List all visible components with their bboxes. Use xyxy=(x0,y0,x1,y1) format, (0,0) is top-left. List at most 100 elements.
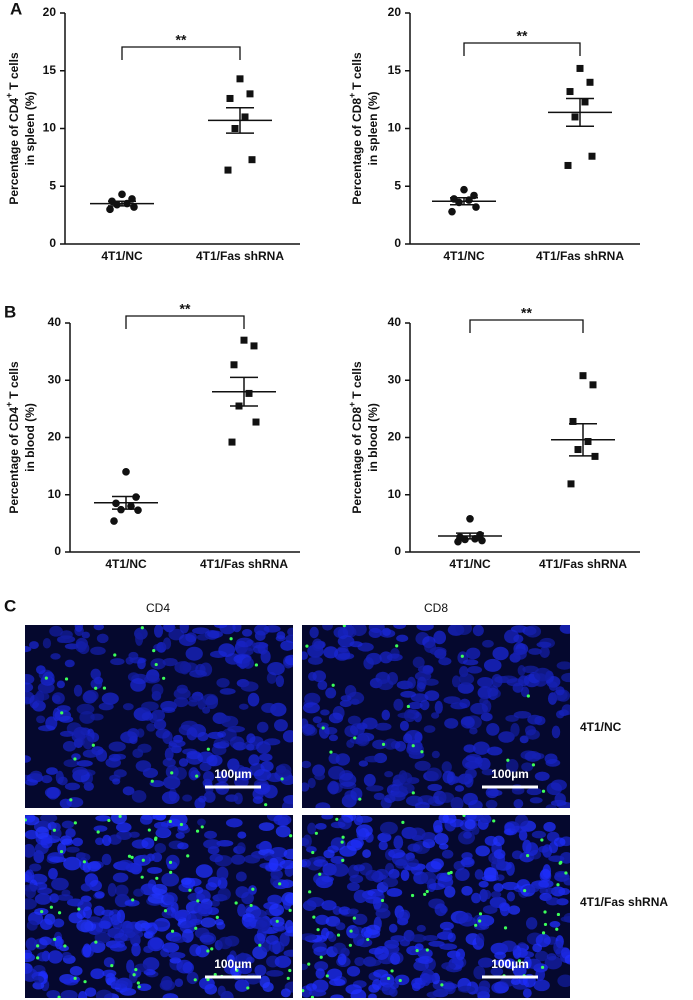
nucleus xyxy=(396,911,409,924)
green-cell xyxy=(366,937,370,942)
data-point xyxy=(236,75,244,83)
nucleus xyxy=(248,754,260,766)
nucleus xyxy=(237,903,246,917)
x-tick-label: 4T1/NC xyxy=(101,249,143,263)
green-cell xyxy=(310,995,315,998)
significance-bracket xyxy=(469,319,584,333)
nucleus xyxy=(493,959,511,967)
nucleus xyxy=(219,740,230,748)
nucleus xyxy=(414,671,432,681)
nucleus xyxy=(284,919,293,934)
green-cell xyxy=(94,940,98,944)
green-cell xyxy=(57,911,62,915)
nucleus xyxy=(178,758,189,767)
green-cell xyxy=(305,644,309,648)
green-cell xyxy=(154,837,158,841)
data-point xyxy=(248,156,256,164)
green-cell xyxy=(331,683,335,687)
nucleus xyxy=(321,876,334,883)
nucleus xyxy=(75,737,85,746)
nucleus xyxy=(363,959,382,967)
nucleus xyxy=(283,949,293,957)
nucleus xyxy=(362,849,372,858)
nucleus xyxy=(76,760,93,767)
nucleus xyxy=(151,683,164,697)
nucleus xyxy=(170,936,187,943)
green-cell xyxy=(113,653,117,657)
significance-bracket xyxy=(121,46,241,60)
nucleus xyxy=(407,858,419,867)
nucleus xyxy=(94,931,111,944)
nucleus xyxy=(25,874,30,883)
nucleus xyxy=(69,966,83,976)
nucleus xyxy=(214,625,228,629)
nucleus xyxy=(434,903,447,917)
nucleus xyxy=(82,906,93,919)
nucleus xyxy=(309,626,319,639)
nucleus xyxy=(557,974,570,988)
nucleus xyxy=(199,934,215,943)
data-point xyxy=(241,113,249,121)
nucleus xyxy=(466,647,481,660)
nucleus xyxy=(113,753,126,760)
nucleus xyxy=(439,943,458,951)
y-label-sup: + xyxy=(347,93,357,98)
nucleus xyxy=(455,625,473,635)
green-cell xyxy=(286,976,290,980)
nucleus xyxy=(424,641,437,653)
green-cell xyxy=(278,882,282,886)
nucleus xyxy=(458,673,475,685)
nucleus xyxy=(483,889,492,900)
nucleus xyxy=(546,897,560,906)
nucleus xyxy=(337,635,355,648)
nucleus xyxy=(141,712,154,721)
nucleus xyxy=(170,911,188,920)
nucleus xyxy=(404,729,423,744)
nucleus xyxy=(115,940,126,948)
nucleus xyxy=(281,800,293,808)
data-point xyxy=(567,480,575,488)
nucleus xyxy=(46,767,58,775)
nucleus xyxy=(95,815,111,822)
nucleus xyxy=(164,747,174,761)
nucleus xyxy=(523,956,532,970)
nucleus xyxy=(127,728,140,739)
nucleus xyxy=(196,633,210,641)
y-tick-label: 30 xyxy=(388,372,402,386)
nucleus xyxy=(141,815,156,821)
nucleus xyxy=(479,815,492,824)
nucleus xyxy=(365,896,383,904)
nucleus xyxy=(381,709,391,721)
row-label: 4T1/Fas shRNA xyxy=(580,895,668,909)
nucleus xyxy=(478,880,489,888)
nucleus xyxy=(203,839,221,849)
nucleus xyxy=(437,876,454,888)
nucleus xyxy=(550,779,567,791)
green-cell xyxy=(154,662,158,667)
x-tick-label: 4T1/Fas shRNA xyxy=(196,249,284,263)
nucleus xyxy=(135,760,152,772)
nucleus xyxy=(522,885,540,893)
nucleus xyxy=(56,894,74,901)
green-cell xyxy=(541,789,546,793)
data-point xyxy=(454,537,462,546)
nucleus xyxy=(374,722,392,731)
green-cell xyxy=(186,854,190,858)
nucleus xyxy=(332,942,347,955)
green-cell xyxy=(312,915,316,919)
green-cell xyxy=(517,959,521,963)
nucleus xyxy=(561,672,570,683)
nucleus xyxy=(379,651,393,664)
nucleus xyxy=(33,975,45,984)
nucleus xyxy=(347,908,359,915)
nucleus xyxy=(280,988,291,998)
nucleus xyxy=(460,857,475,868)
nucleus xyxy=(533,979,550,992)
nucleus xyxy=(283,848,293,860)
nucleus xyxy=(257,642,268,655)
nucleus xyxy=(153,643,162,651)
nucleus xyxy=(246,956,255,964)
nucleus xyxy=(508,905,521,915)
nucleus xyxy=(340,695,352,702)
green-cell xyxy=(325,974,329,978)
